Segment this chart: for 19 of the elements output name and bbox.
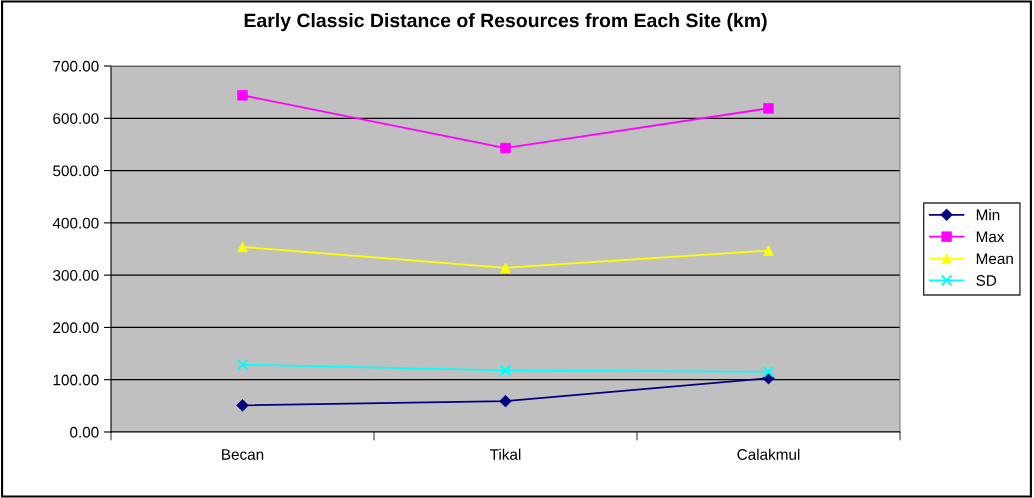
legend-label: Mean: [976, 253, 1013, 265]
x-tick-label: Tikal: [490, 448, 521, 460]
x-tick-label: Becan: [222, 449, 264, 460]
chart-title: Early Classic Distance of Resources from Each Site (km): [244, 13, 767, 32]
y-tick-label: 500.00: [53, 165, 99, 177]
legend-label: Min: [976, 209, 1000, 221]
y-tick-label: 700.00: [53, 60, 99, 72]
point: [762, 365, 775, 378]
point: [499, 364, 512, 377]
legend-label: Max: [976, 231, 1005, 243]
y-tick-label: 200.00: [53, 322, 99, 334]
legend-label: SD: [976, 275, 997, 286]
y-tick-label: 0.00: [70, 426, 99, 438]
y-tick-label: 100.00: [53, 374, 99, 386]
y-tick-label: 300.00: [53, 270, 99, 281]
x-tick-label: Calakmul: [737, 448, 800, 460]
y-tick-label: 600.00: [53, 113, 99, 124]
point: [236, 358, 249, 371]
y-tick-label: 400.00: [52, 217, 99, 229]
